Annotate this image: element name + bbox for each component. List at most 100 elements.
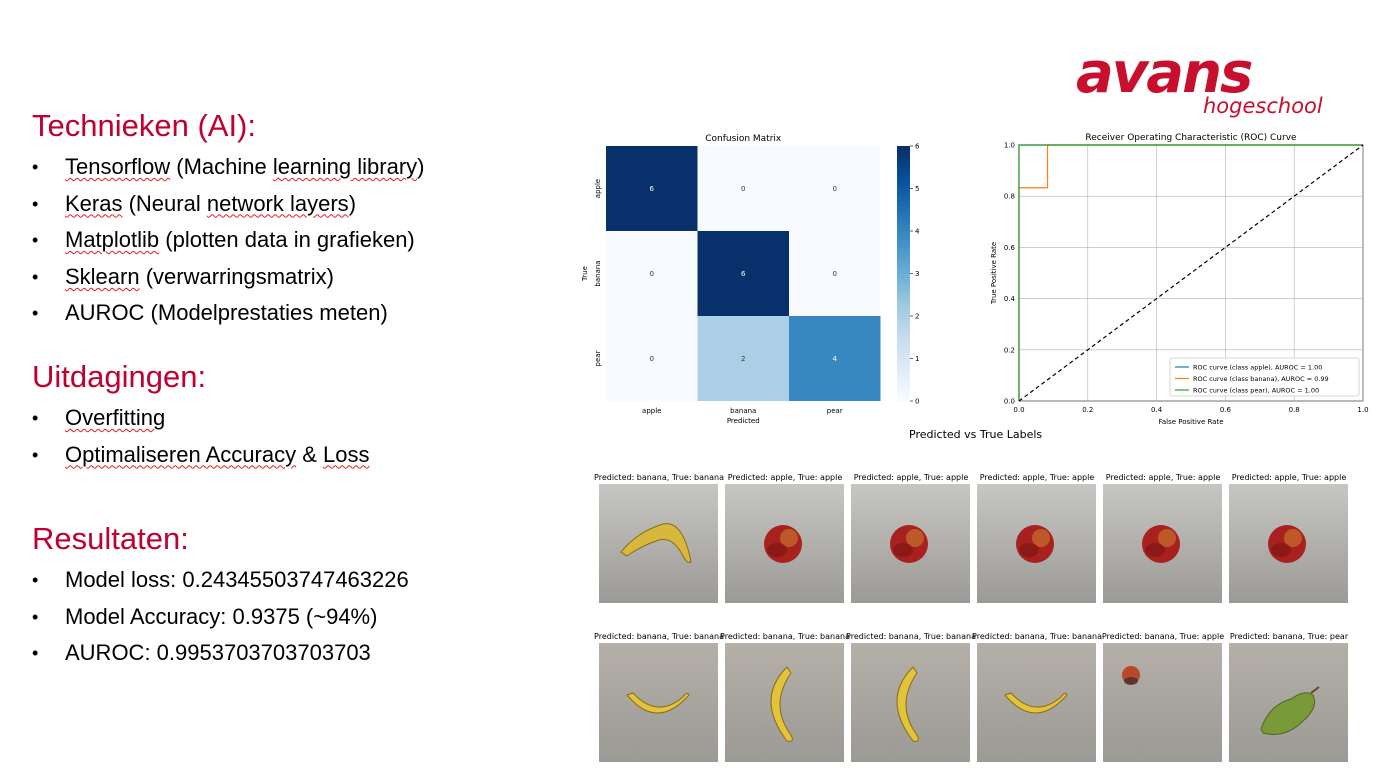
prediction-caption: Predicted: apple, True: apple xyxy=(1105,473,1221,482)
x-tick-label: apple xyxy=(642,407,661,415)
heatmap-cell xyxy=(606,316,698,401)
colorbar-segment xyxy=(897,180,910,185)
colorbar-segment xyxy=(897,277,910,283)
y-tick-label: pear xyxy=(594,350,602,366)
predictions-title: Predicted vs True Labels xyxy=(909,428,1043,441)
prediction-caption: Predicted: banana, True: banana xyxy=(972,632,1102,641)
y-tick-label: 1.0 xyxy=(1004,142,1015,150)
colorbar-segment xyxy=(897,231,910,236)
fruit-photo xyxy=(1103,643,1222,762)
roc-curve-chart: Receiver Operating Characteristic (ROC) … xyxy=(990,133,1369,426)
colorbar-tick-label: 2 xyxy=(915,313,919,321)
bullet-text: (plotten data in grafieken) xyxy=(159,227,415,253)
colorbar-segment xyxy=(897,235,910,240)
bullet-item: Tensorflow (Machine learning library) xyxy=(32,149,425,186)
confusion-matrix-chart: Confusion Matrix 6 0 0 0 6 0 0 2 4 apple banana pear… xyxy=(581,134,920,425)
section-title-technieken: Technieken (AI): xyxy=(32,108,256,143)
bullet-item: Model loss: 0.24345503747463226 xyxy=(32,562,409,599)
legend-label: ROC curve (class apple), AUROC = 1.00 xyxy=(1193,364,1322,372)
colorbar-segment xyxy=(897,209,910,215)
colorbar-tick-label: 6 xyxy=(915,143,920,151)
colorbar-segment xyxy=(897,248,910,253)
colorbar-segment xyxy=(897,341,910,347)
colorbar-segment xyxy=(897,375,910,381)
prediction-caption: Predicted: banana, True: banana xyxy=(846,632,976,641)
spellcheck-underlined-text: Optimaliseren Accuracy xyxy=(65,441,297,467)
x-tick-label: banana xyxy=(730,407,756,415)
colorbar-segment xyxy=(897,303,910,308)
colorbar-segment xyxy=(897,290,910,296)
heatmap-cell xyxy=(697,146,789,231)
colorbar-tick-label: 3 xyxy=(915,270,919,278)
heatmap-cell-value: 0 xyxy=(741,185,745,193)
colorbar-segment xyxy=(897,392,910,398)
colorbar-segment xyxy=(897,316,910,321)
prediction-caption: Predicted: apple, True: apple xyxy=(979,473,1095,482)
bullet-text: ) xyxy=(348,190,357,216)
prediction-caption: Predicted: apple, True: apple xyxy=(727,473,843,482)
colorbar-segment xyxy=(897,175,910,181)
spellcheck-underlined-text: Loss xyxy=(323,441,370,467)
colorbar-segment xyxy=(897,350,910,355)
heatmap-cell xyxy=(697,231,789,316)
avans-logo: avans hogeschool xyxy=(1076,44,1323,124)
fruit-photo xyxy=(1229,643,1348,762)
heatmap-cell xyxy=(789,231,881,316)
y-tick-label: 0.8 xyxy=(1004,193,1015,201)
fruit-photo xyxy=(851,484,970,603)
bullet-text: Model Accuracy: 0.9375 (~94%) xyxy=(65,603,378,629)
colorbar-segment xyxy=(897,205,910,211)
y-tick-label: 0.2 xyxy=(1004,346,1015,354)
y-tick-label: banana xyxy=(594,260,602,286)
colorbar-segment xyxy=(897,294,910,300)
x-tick-label: 0.8 xyxy=(1289,406,1300,414)
fruit-photo xyxy=(1103,484,1222,603)
colorbar-segment xyxy=(897,345,910,351)
x-tick-label: 0.2 xyxy=(1082,406,1093,414)
prediction-caption: Predicted: apple, True: apple xyxy=(853,473,969,482)
section-title-resultaten: Resultaten: xyxy=(32,521,189,556)
fruit-photo xyxy=(1229,484,1348,603)
spellcheck-underlined-text: network layers xyxy=(206,190,349,216)
x-tick-label: 0.0 xyxy=(1013,406,1024,414)
bullet-item: Optimaliseren Accuracy & Loss xyxy=(32,437,369,474)
y-axis-label: True xyxy=(581,266,589,282)
colorbar-segment xyxy=(897,218,910,223)
bullet-text: AUROC (Modelprestaties meten) xyxy=(65,300,388,326)
x-tick-label: 0.6 xyxy=(1220,406,1232,414)
bullet-text: & xyxy=(296,441,323,467)
colorbar-segment xyxy=(897,311,910,317)
prediction-caption: Predicted: banana, True: banana xyxy=(594,473,724,482)
fruit-photo xyxy=(977,484,1096,603)
y-tick-label: 0.4 xyxy=(1004,295,1016,303)
colorbar-segment xyxy=(897,252,910,257)
bullet-text: (verwarringsmatrix) xyxy=(139,263,334,289)
spellcheck-underlined-text: Sklearn xyxy=(65,263,140,289)
roc-series-line xyxy=(1018,144,1363,401)
colorbar-segment xyxy=(897,260,910,266)
x-axis-label: False Positive Rate xyxy=(1158,418,1223,426)
colorbar-segment xyxy=(897,239,910,245)
colorbar-segment xyxy=(897,154,910,160)
bullet-text: (Machine xyxy=(170,154,273,179)
bullet-item: Overfitting xyxy=(32,400,369,437)
colorbar-segment xyxy=(897,299,910,304)
colorbar-segment xyxy=(897,243,910,249)
heatmap-cell-value: 6 xyxy=(741,270,746,278)
colorbar-segment xyxy=(897,286,910,291)
heatmap-cell-value: 4 xyxy=(833,355,838,363)
fruit-photo xyxy=(599,643,718,762)
colorbar-segment xyxy=(897,188,910,194)
colorbar-segment xyxy=(897,256,910,262)
heatmap-cell xyxy=(606,146,698,231)
heatmap-cell-value: 0 xyxy=(650,355,654,363)
colorbar-tick-label: 1 xyxy=(915,355,919,363)
bullet-item: Sklearn (verwarringsmatrix) xyxy=(32,259,425,296)
colorbar-segment xyxy=(897,324,910,330)
bullet-item: AUROC: 0.9953703703703703 xyxy=(32,635,409,672)
heatmap-cell-value: 0 xyxy=(650,270,654,278)
bullet-item: Model Accuracy: 0.9375 (~94%) xyxy=(32,599,409,636)
y-tick-label: apple xyxy=(594,179,602,198)
bullet-item: Matplotlib (plotten data in grafieken) xyxy=(32,222,425,259)
bullet-list-technieken: Tensorflow (Machine learning library)Ker… xyxy=(32,149,425,332)
